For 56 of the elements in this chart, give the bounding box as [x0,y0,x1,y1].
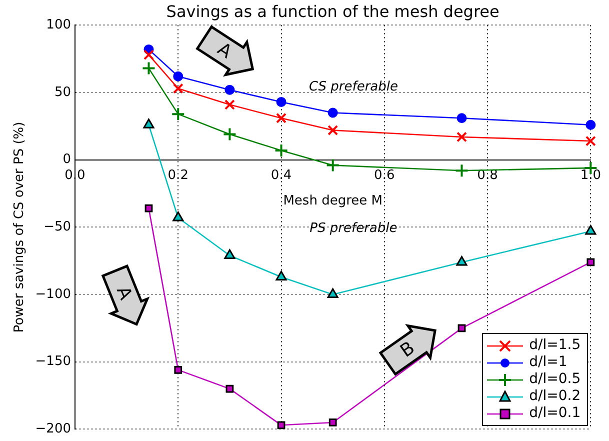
x-tick-label: 0.4 [270,168,292,184]
point [586,120,596,130]
x-axis-title: Mesh degree M [283,194,382,209]
point [224,99,235,110]
point [328,108,338,118]
point [174,366,182,374]
y-tick-label: −150 [35,354,71,370]
y-tick-label: 0 [62,152,71,168]
point [224,249,236,259]
legend-label: d/l=0.2 [529,388,581,406]
point [173,71,184,82]
point [586,258,595,266]
annotation: A [214,38,236,64]
y-tick-label: −50 [44,220,71,235]
point [328,125,338,136]
point [277,421,286,430]
x-tick-label: 0.2 [168,168,188,184]
point [144,204,153,212]
point [226,384,234,393]
legend-label: d/l=1.5 [529,337,581,354]
annotation: A [112,284,136,304]
annotation: B [396,338,419,362]
y-tick-label: −200 [35,422,71,437]
point [456,132,467,142]
point [327,288,338,298]
point [171,107,186,122]
point [585,224,596,235]
point [143,50,154,60]
point [172,83,184,94]
point [143,118,154,128]
point [456,113,467,124]
legend-label: d/l=0.5 [529,371,581,388]
point [224,84,235,95]
x-tick-label: 0.6 [374,168,395,184]
y-tick-label: 50 [54,84,71,100]
point [456,256,468,266]
point [274,143,288,158]
point [328,418,337,426]
x-tick-label: 1.0 [580,168,602,184]
point [222,127,237,142]
point [585,136,596,146]
point [458,324,466,332]
y-tick-label: 100 [46,18,71,33]
point [276,270,287,281]
point [276,96,286,107]
annotation: CS preferable [308,80,398,95]
point [326,158,340,172]
point [276,112,287,124]
point [172,212,184,222]
legend-label: d/l=1 [529,354,568,372]
y-tick-label: −100 [35,286,71,302]
y-axis-title: Power savings of CS over PS (%) [12,122,28,333]
chart-title: Savings as a function of the mesh degree [166,2,500,21]
point [142,61,156,76]
point [454,164,469,178]
legend-label: d/l=0.1 [529,405,581,422]
